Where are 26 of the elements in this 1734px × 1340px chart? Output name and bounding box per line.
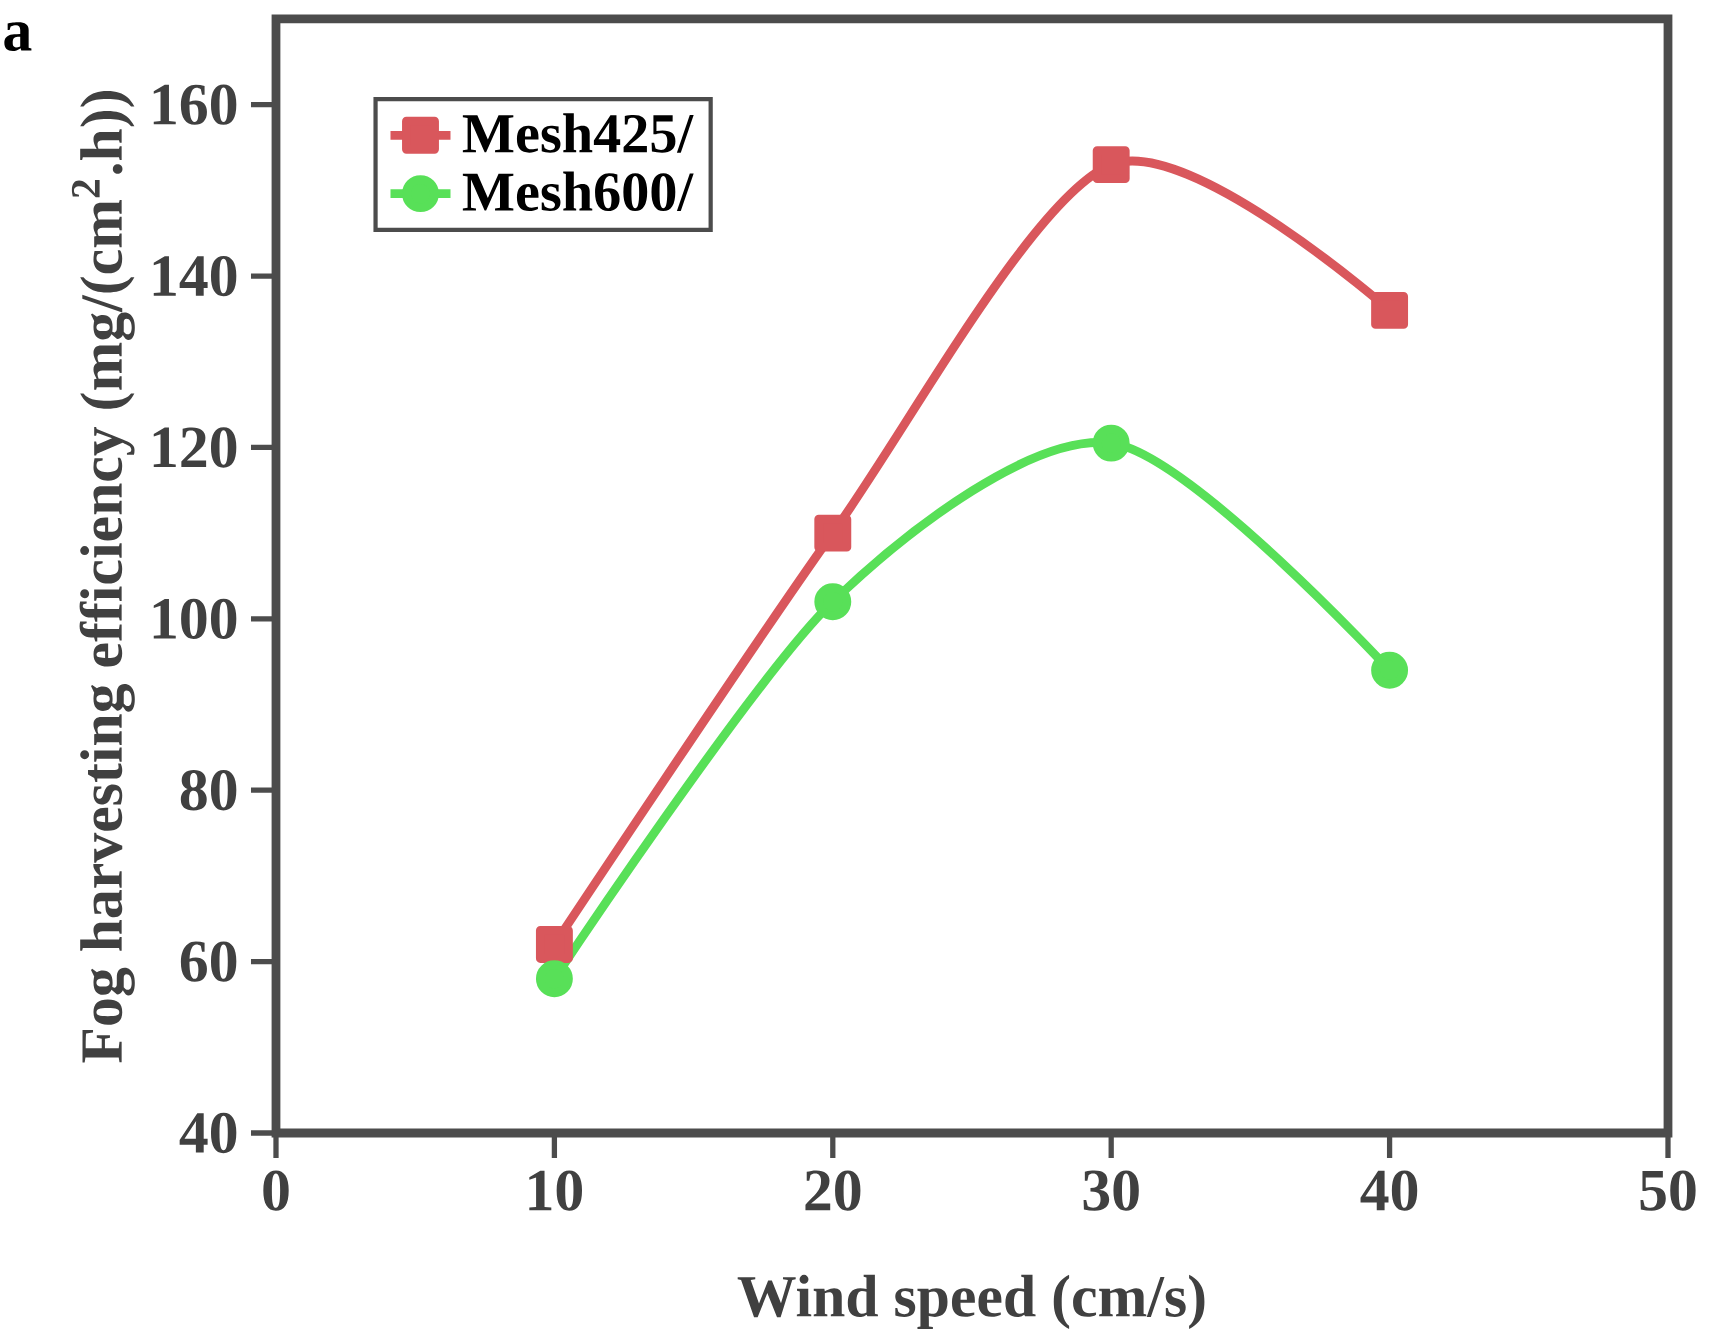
x-tick-label: 40 — [1360, 1170, 1418, 1211]
point — [535, 960, 573, 998]
text: a — [4, 22, 32, 52]
y-tick-label: 60 — [180, 941, 237, 982]
point — [1092, 146, 1130, 184]
point — [535, 926, 573, 963]
point — [1371, 651, 1409, 689]
x-tick-label: 30 — [1083, 1170, 1139, 1211]
point — [1371, 291, 1409, 329]
x-axis-title: Wind speed (cm/s) — [737, 1274, 1205, 1330]
y-tick-label: 140 — [153, 255, 237, 297]
y-tick-label: 40 — [179, 1112, 237, 1154]
x-tick-label: 50 — [1640, 1170, 1696, 1211]
y-axis-title: Fog harvesting efficiency (mg/(cm$^{2}$.h)) — [71, 91, 135, 1063]
point — [814, 583, 852, 621]
x-tick-label: 10 — [529, 1170, 583, 1211]
point — [814, 514, 852, 552]
x-tick-label: 0 — [263, 1170, 289, 1211]
legend-label: Mesh600/ — [462, 171, 694, 212]
y-tick-label: 100 — [153, 598, 237, 640]
legend-label: Mesh425/ — [462, 113, 694, 153]
x-tick-label: 20 — [805, 1170, 861, 1211]
y-tick-label: 120 — [153, 427, 237, 468]
point — [1092, 424, 1130, 462]
y-tick-label: 80 — [180, 770, 237, 811]
y-tick-label: 160 — [153, 84, 237, 125]
